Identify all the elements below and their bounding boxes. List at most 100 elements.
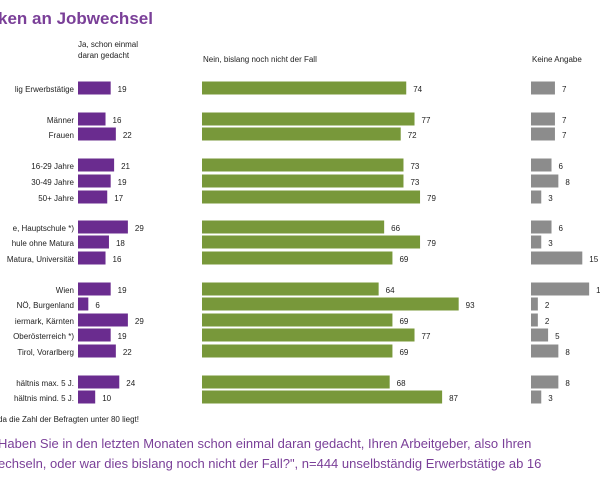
value-label-ja: 21 <box>121 162 130 171</box>
value-label-ja: 16 <box>113 116 122 125</box>
bar-nein <box>202 81 407 95</box>
bar-ja <box>78 282 111 296</box>
chart-title: ken an Jobwechsel <box>0 9 153 28</box>
value-label-keine: 2 <box>545 317 550 326</box>
value-label-ja: 22 <box>123 131 132 140</box>
value-label-ja: 24 <box>126 379 135 388</box>
category-label: iermark, Kärnten <box>15 317 74 326</box>
value-label-keine: 6 <box>559 224 564 233</box>
value-label-nein: 77 <box>422 332 431 341</box>
bar-ja <box>78 251 106 265</box>
value-label-nein: 73 <box>410 178 419 187</box>
bar-ja <box>78 112 106 126</box>
value-label-keine: 3 <box>548 194 553 203</box>
bar-ja <box>78 81 111 95</box>
footnote: da die Zahl der Befragten unter 80 liegt… <box>0 415 139 424</box>
bar-ja <box>78 390 96 404</box>
value-label-keine: 5 <box>555 332 560 341</box>
bar-keine <box>531 158 552 172</box>
value-label-keine: 2 <box>545 301 550 310</box>
value-label-ja: 19 <box>118 178 127 187</box>
category-label: NÖ, Burgenland <box>17 301 74 310</box>
value-label-ja: 18 <box>116 239 125 248</box>
bar-keine <box>531 344 559 358</box>
category-label: hältnis max. 5 J. <box>16 379 74 388</box>
bar-nein <box>202 235 421 249</box>
value-label-keine: 8 <box>565 379 570 388</box>
value-label-nein: 66 <box>391 224 400 233</box>
category-label: hule ohne Matura <box>12 239 75 248</box>
value-label-keine: 8 <box>565 348 570 357</box>
value-label-keine: 7 <box>562 85 567 94</box>
value-label-ja: 6 <box>95 301 100 310</box>
bar-nein <box>202 251 393 265</box>
value-label-keine: 8 <box>565 178 570 187</box>
category-label: 30-49 Jahre <box>31 178 74 187</box>
bar-keine <box>531 127 555 141</box>
value-label-nein: 69 <box>399 317 408 326</box>
bar-keine <box>531 235 542 249</box>
value-label-ja: 29 <box>135 317 144 326</box>
bar-ja <box>78 127 116 141</box>
category-label: Oberösterreich *) <box>13 332 74 341</box>
category-label: Tirol, Vorarlberg <box>17 348 74 357</box>
bar-nein <box>202 158 404 172</box>
bar-nein <box>202 328 415 342</box>
value-label-ja: 19 <box>118 286 127 295</box>
bar-nein <box>202 282 379 296</box>
bar-ja <box>78 220 128 234</box>
bar-keine <box>531 375 559 389</box>
bar-nein <box>202 220 385 234</box>
category-label: Matura, Universität <box>7 255 75 264</box>
category-label: Frauen <box>49 131 74 140</box>
value-label-ja: 22 <box>123 348 132 357</box>
bar-keine <box>531 220 552 234</box>
value-label-nein: 77 <box>422 116 431 125</box>
category-label: 50+ Jahre <box>38 194 74 203</box>
bar-nein <box>202 190 421 204</box>
value-label-nein: 68 <box>397 379 406 388</box>
legend-ja-line1: Ja, schon einmal <box>78 40 138 49</box>
bar-ja <box>78 375 120 389</box>
value-label-ja: 29 <box>135 224 144 233</box>
value-label-keine: 17 <box>596 286 600 295</box>
bar-nein <box>202 390 443 404</box>
legend-keine-angabe: Keine Angabe <box>532 55 582 64</box>
bar-nein <box>202 313 393 327</box>
value-label-keine: 7 <box>562 116 567 125</box>
category-label: hältnis mind. 5 J. <box>14 394 74 403</box>
bar-ja <box>78 344 116 358</box>
bar-keine <box>531 282 590 296</box>
question-line-1: Haben Sie in den letzten Monaten schon e… <box>0 436 531 451</box>
value-label-keine: 3 <box>548 239 553 248</box>
bar-nein <box>202 174 404 188</box>
category-label: lig Erwerbstätige <box>15 85 75 94</box>
category-label: e, Hauptschule *) <box>13 224 75 233</box>
bar-keine <box>531 112 555 126</box>
value-label-ja: 10 <box>102 394 111 403</box>
value-label-nein: 64 <box>386 286 395 295</box>
bar-ja <box>78 174 111 188</box>
bar-keine <box>531 328 549 342</box>
bar-ja <box>78 297 89 311</box>
bar-ja <box>78 313 128 327</box>
legend-nein: Nein, bislang noch nicht der Fall <box>203 55 317 64</box>
value-label-nein: 73 <box>410 162 419 171</box>
value-label-keine: 3 <box>548 394 553 403</box>
value-label-ja: 19 <box>118 332 127 341</box>
bar-nein <box>202 344 393 358</box>
bar-keine <box>531 251 583 265</box>
bar-keine <box>531 313 538 327</box>
bar-keine <box>531 81 555 95</box>
bar-nein <box>202 375 390 389</box>
value-label-nein: 69 <box>399 348 408 357</box>
bar-keine <box>531 190 542 204</box>
value-label-keine: 6 <box>559 162 564 171</box>
category-label: Männer <box>47 116 74 125</box>
bar-keine <box>531 174 559 188</box>
bar-nein <box>202 297 459 311</box>
value-label-ja: 19 <box>118 85 127 94</box>
bar-keine <box>531 297 538 311</box>
